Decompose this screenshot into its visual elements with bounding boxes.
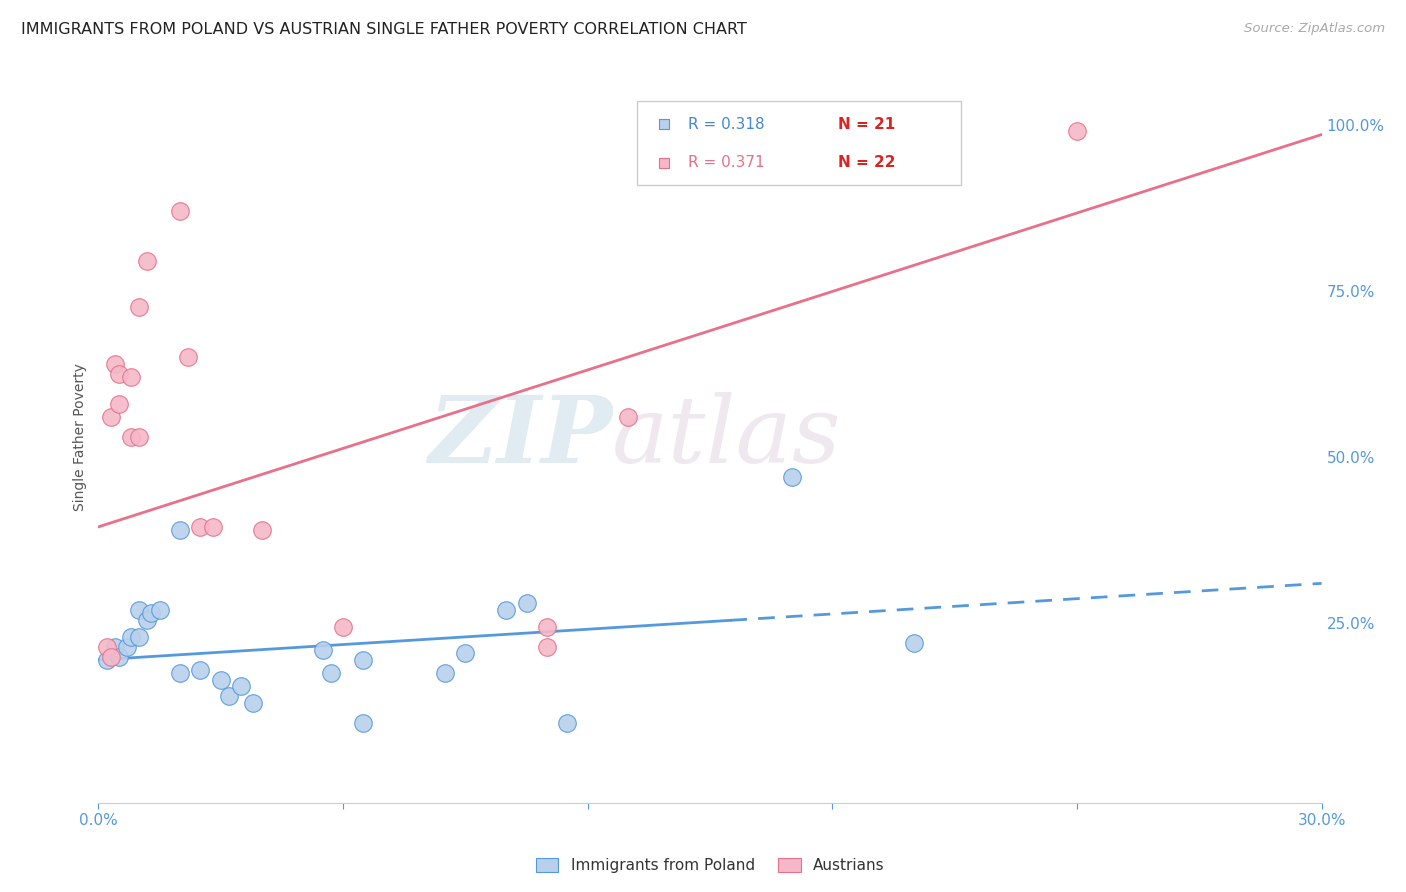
Point xyxy=(120,370,142,384)
Point xyxy=(188,663,212,677)
Point xyxy=(115,640,138,654)
Point xyxy=(120,430,142,444)
Point xyxy=(617,410,640,425)
Point xyxy=(352,716,374,731)
Legend: Immigrants from Poland, Austrians: Immigrants from Poland, Austrians xyxy=(530,852,890,880)
Text: atlas: atlas xyxy=(612,392,842,482)
Point xyxy=(218,690,240,704)
Point xyxy=(319,666,342,681)
Text: IMMIGRANTS FROM POLAND VS AUSTRIAN SINGLE FATHER POVERTY CORRELATION CHART: IMMIGRANTS FROM POLAND VS AUSTRIAN SINGL… xyxy=(21,22,747,37)
Point xyxy=(128,603,150,617)
Point xyxy=(231,680,253,694)
Point xyxy=(454,646,477,660)
Point xyxy=(120,630,142,644)
Text: N = 22: N = 22 xyxy=(838,155,896,170)
Point xyxy=(242,696,264,710)
Point xyxy=(104,357,127,371)
Point xyxy=(679,144,702,158)
Y-axis label: Single Father Poverty: Single Father Poverty xyxy=(73,363,87,511)
Point xyxy=(141,607,163,621)
Point xyxy=(108,367,131,381)
Point xyxy=(128,630,150,644)
Text: R = 0.371: R = 0.371 xyxy=(688,155,765,170)
Point xyxy=(104,640,127,654)
Text: Source: ZipAtlas.com: Source: ZipAtlas.com xyxy=(1244,22,1385,36)
Text: N = 21: N = 21 xyxy=(838,117,896,132)
Point xyxy=(557,716,579,731)
Point xyxy=(100,649,122,664)
Point xyxy=(136,613,159,627)
Point xyxy=(169,666,191,681)
Point xyxy=(312,643,335,657)
Point xyxy=(536,640,558,654)
Point xyxy=(169,204,191,219)
Point xyxy=(108,397,131,411)
Point xyxy=(128,301,150,315)
Text: ZIP: ZIP xyxy=(427,392,612,482)
Point xyxy=(250,523,273,537)
Point xyxy=(332,619,354,633)
Point xyxy=(780,470,803,484)
Point xyxy=(352,653,374,667)
Point xyxy=(177,351,200,365)
Point xyxy=(495,603,517,617)
Point xyxy=(100,410,122,425)
FancyBboxPatch shape xyxy=(637,101,960,185)
Point xyxy=(903,636,925,650)
Text: R = 0.318: R = 0.318 xyxy=(688,117,765,132)
Point xyxy=(1066,124,1088,138)
Point xyxy=(434,666,457,681)
Point xyxy=(96,653,118,667)
Point xyxy=(188,520,212,534)
Point xyxy=(108,649,131,664)
Point xyxy=(149,603,172,617)
Point xyxy=(536,619,558,633)
Point xyxy=(201,520,224,534)
Point xyxy=(516,596,538,610)
Point xyxy=(136,253,159,268)
Point xyxy=(96,640,118,654)
Point xyxy=(169,523,191,537)
Point xyxy=(128,430,150,444)
Point xyxy=(209,673,232,687)
